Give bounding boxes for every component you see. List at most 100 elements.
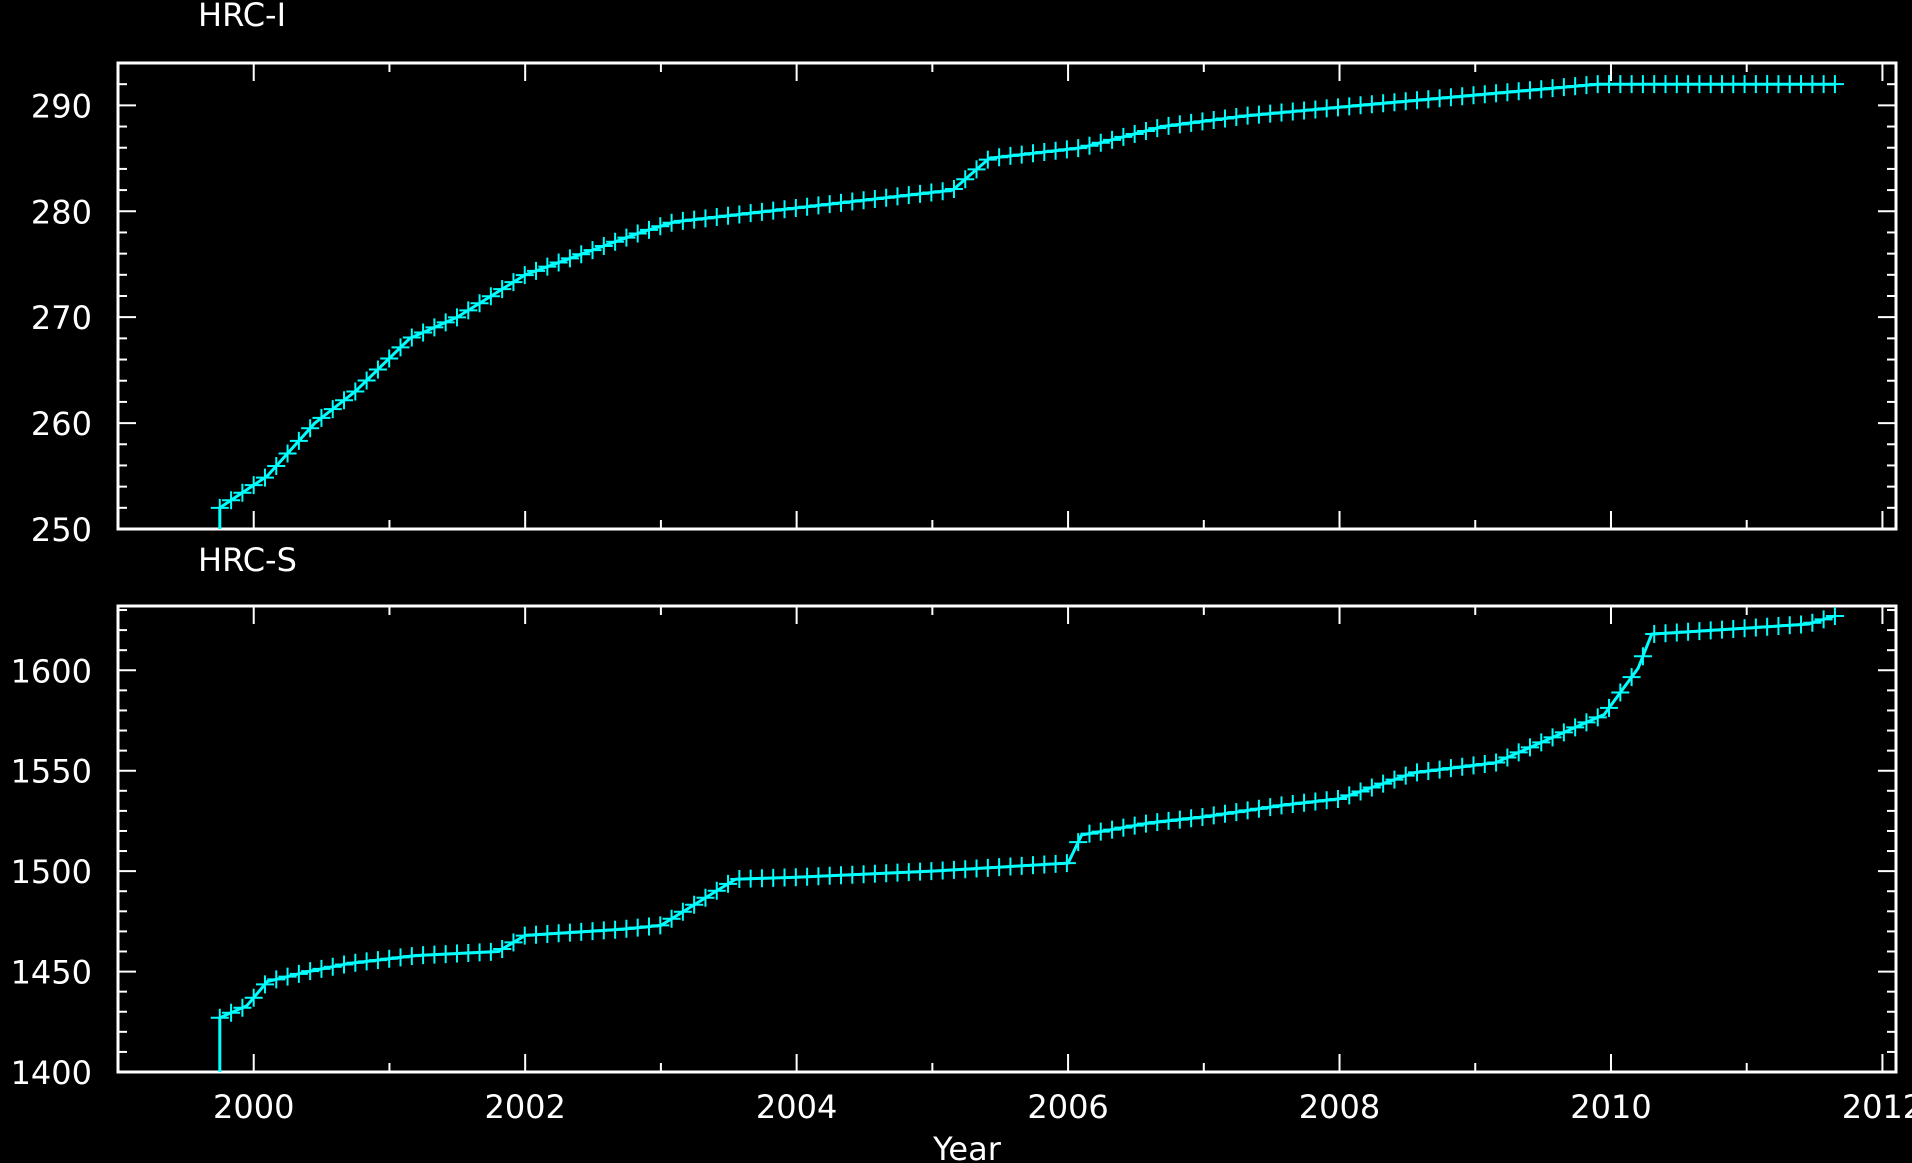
x-tick-label: 2012 <box>1842 1088 1912 1126</box>
data-point-marker <box>1475 85 1494 104</box>
data-point-marker <box>831 193 850 212</box>
data-point-marker <box>1487 84 1506 103</box>
data-point-marker <box>1419 90 1438 109</box>
data-point-marker <box>1295 101 1314 120</box>
data-point-marker <box>1136 122 1155 141</box>
data-point-marker <box>493 940 512 959</box>
axis-ticks-hrc-s: 2000 2002 2004 2006 2008 2010 2012 1400 1450 1500… <box>11 606 1912 1126</box>
data-point-marker <box>1182 809 1201 828</box>
data-point-marker <box>346 953 365 972</box>
data-point-marker <box>1238 106 1257 125</box>
data-point-marker <box>1216 804 1235 823</box>
data-point-marker <box>346 382 365 401</box>
data-point-marker <box>1622 668 1641 687</box>
data-point-marker <box>843 192 862 211</box>
data-point-marker <box>1441 759 1460 778</box>
data-point-marker <box>335 391 354 410</box>
data-point-marker <box>255 975 274 994</box>
y-tick-label: 250 <box>31 511 92 549</box>
data-point-marker <box>1080 136 1099 155</box>
data-point-marker <box>289 431 308 450</box>
data-point-marker <box>1520 738 1539 757</box>
data-point-marker <box>1464 86 1483 105</box>
data-point-marker <box>662 909 681 928</box>
y-tick-label: 1400 <box>11 1054 92 1092</box>
data-point-marker <box>1046 141 1065 160</box>
data-point-marker <box>380 349 399 368</box>
data-point-marker <box>617 228 636 247</box>
data-point-marker <box>1012 145 1031 164</box>
data-point-marker <box>1577 713 1596 732</box>
data-point-marker <box>662 213 681 232</box>
data-point-marker <box>639 220 658 239</box>
data-point-marker <box>1114 818 1133 837</box>
y-tick-label: 290 <box>31 87 92 125</box>
data-point-marker <box>933 182 952 201</box>
data-point-marker <box>1328 790 1347 809</box>
data-point-marker <box>1272 103 1291 122</box>
data-point-marker <box>368 360 387 379</box>
data-point-marker <box>911 184 930 203</box>
data-point-marker <box>1487 753 1506 772</box>
data-point-marker <box>470 294 489 313</box>
data-point-marker <box>1520 81 1539 100</box>
data-point-marker <box>1633 647 1652 666</box>
y-tick-label: 1550 <box>11 753 92 791</box>
data-point-marker <box>617 919 636 938</box>
data-point-marker <box>1148 119 1167 138</box>
data-point-marker <box>447 308 466 327</box>
data-point-marker <box>583 241 602 260</box>
data-point-marker <box>233 483 252 502</box>
data-point-marker <box>798 197 817 216</box>
data-point-marker <box>335 955 354 974</box>
data-point-marker <box>1159 811 1178 830</box>
data-point-marker <box>1261 798 1280 817</box>
panel-title-hrc-s: HRC-S <box>198 541 297 579</box>
data-point-marker <box>368 951 387 970</box>
data-point-marker <box>391 948 410 967</box>
data-point-marker <box>1227 803 1246 822</box>
x-tick-label: 2010 <box>1570 1088 1651 1126</box>
data-point-marker <box>820 195 839 214</box>
data-point-marker <box>696 209 715 228</box>
panel-hrc-s: HRC-S 2000 2002 2004 2006 2008 2010 2012 1400 14… <box>11 541 1912 1126</box>
data-point-marker <box>1611 683 1630 702</box>
data-point-marker <box>1408 91 1427 110</box>
data-point-marker <box>1374 94 1393 113</box>
data-point-marker <box>673 211 692 230</box>
data-point-marker <box>515 266 534 285</box>
data-point-marker <box>1396 92 1415 111</box>
data-point-marker <box>628 224 647 243</box>
data-point-marker <box>1216 109 1235 128</box>
x-tick-label: 2006 <box>1027 1088 1108 1126</box>
x-tick-label: 2002 <box>484 1088 565 1126</box>
data-point-marker <box>1430 760 1449 779</box>
data-point-marker <box>1566 77 1585 96</box>
data-point-marker <box>312 408 331 427</box>
data-point-marker <box>1340 786 1359 805</box>
data-point-marker <box>719 874 738 893</box>
data-point-marker <box>707 208 726 227</box>
data-point-marker <box>775 200 794 219</box>
data-point-marker <box>1272 796 1291 815</box>
data-point-marker <box>504 933 523 952</box>
y-tick-label: 1450 <box>11 954 92 992</box>
data-point-marker <box>436 313 455 332</box>
data-point-marker <box>1182 113 1201 132</box>
data-point-marker <box>1385 93 1404 112</box>
data-point-marker <box>1340 97 1359 116</box>
data-point-marker <box>786 199 805 218</box>
data-point-marker <box>1453 87 1472 106</box>
data-point-marker <box>1125 816 1144 835</box>
data-point-marker <box>1249 105 1268 124</box>
data-point-marker <box>1148 813 1167 832</box>
data-point-marker <box>527 261 546 280</box>
data-point-marker <box>741 204 760 223</box>
data-point-marker <box>560 249 579 268</box>
data-point-marker <box>854 191 873 210</box>
data-point-marker <box>1419 761 1438 780</box>
data-point-marker <box>1351 782 1370 801</box>
data-point-marker <box>1317 99 1336 118</box>
data-point-marker <box>1600 698 1619 717</box>
data-point-marker <box>1069 833 1088 852</box>
